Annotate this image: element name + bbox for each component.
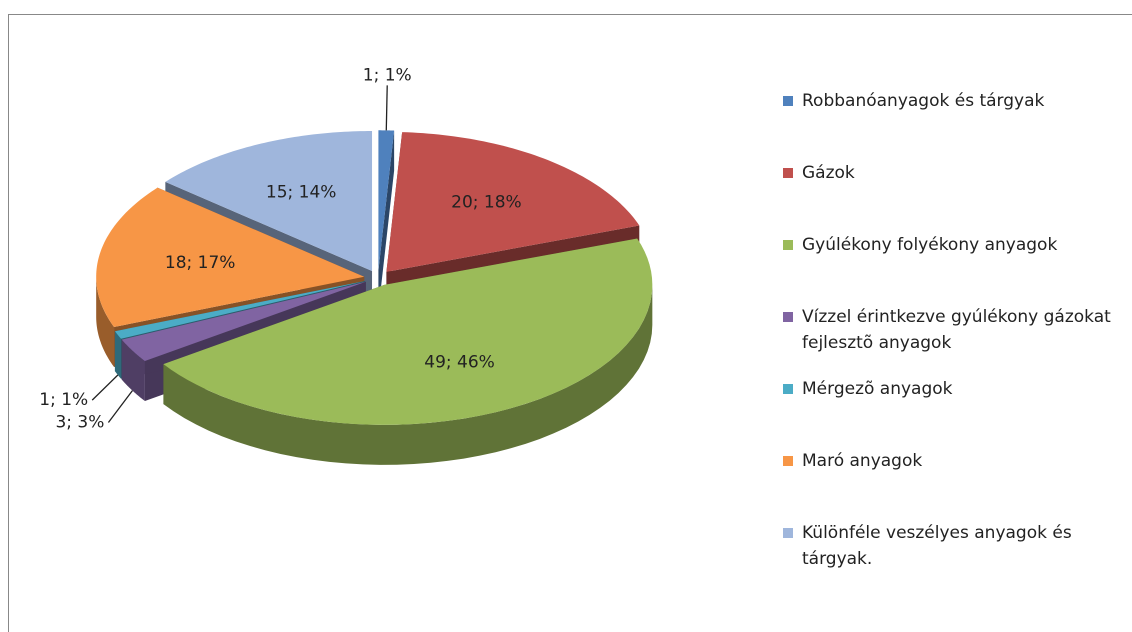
legend-label: Gyúlékony folyékony anyagok (802, 235, 1058, 255)
legend-label: Különféle veszélyes anyagok és tárgyak. (802, 523, 1072, 569)
legend-label: Robbanóanyagok és tárgyak (802, 91, 1045, 111)
legend-swatch (783, 456, 793, 466)
data-label: 3; 3% (55, 413, 104, 433)
legend-item: Különféle veszélyes anyagok és tárgyak. (783, 520, 1118, 592)
leader-line (91, 374, 119, 401)
legend-item: Vízzel érintkezve gyúlékony gázokat fejl… (783, 304, 1118, 376)
legend-label: Maró anyagok (802, 451, 923, 471)
legend-swatch (783, 384, 793, 394)
data-label: 15; 14% (266, 183, 337, 203)
legend-swatch (783, 96, 793, 106)
slice-top (165, 131, 373, 272)
legend-item: Mérgezõ anyagok (783, 376, 1118, 448)
data-label: 1; 1% (39, 390, 88, 410)
legend-item: Gyúlékony folyékony anyagok (783, 232, 1118, 304)
slice-top (121, 281, 366, 362)
slice-top (114, 280, 366, 339)
legend-swatch (783, 312, 793, 322)
leader-line (385, 85, 388, 131)
slice (163, 238, 653, 465)
slice-top (163, 238, 653, 425)
slice-top (96, 187, 365, 327)
legend-item: Maró anyagok (783, 448, 1118, 520)
slice-side (163, 284, 653, 465)
legend-item: Robbanóanyagok és tárgyak (783, 88, 1118, 160)
slice-side (121, 339, 145, 402)
legend-label: Vízzel érintkezve gyúlékony gázokat fejl… (802, 307, 1111, 353)
chart-frame (8, 14, 1132, 632)
data-label: 49; 46% (424, 352, 495, 372)
slice-top (386, 132, 640, 272)
data-label: 20; 18% (451, 193, 522, 213)
slice-side (114, 331, 122, 379)
data-label: 1; 1% (363, 65, 412, 85)
slice-cut-face (378, 130, 395, 311)
legend-item: Gázok (783, 160, 1118, 232)
legend-swatch (783, 528, 793, 538)
legend-label: Mérgezõ anyagok (802, 379, 953, 399)
legend: Robbanóanyagok és tárgyak Gázok Gyúlékony … (783, 88, 1118, 592)
slice-cut-face (121, 281, 366, 380)
data-label: 18; 17% (165, 253, 236, 273)
slice-side (96, 276, 115, 367)
slice (378, 130, 395, 311)
legend-swatch (783, 240, 793, 250)
legend-label: Gázok (802, 163, 855, 183)
leader-line (107, 390, 133, 423)
legend-swatch (783, 168, 793, 178)
slice-top (378, 130, 395, 271)
